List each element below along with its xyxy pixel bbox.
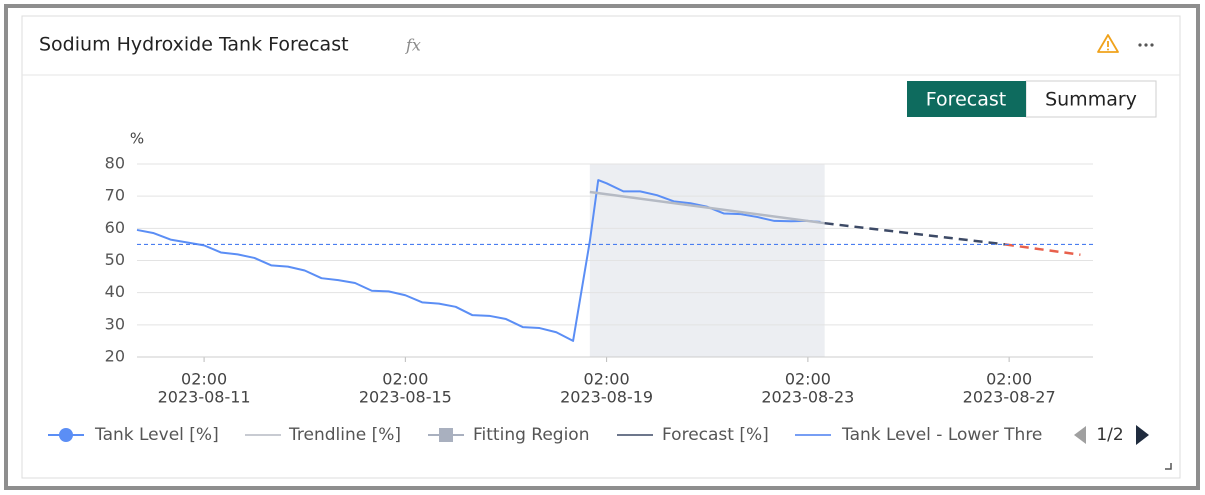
tab-forecast[interactable]: Forecast [926,89,1006,111]
y-axis-label: % [130,130,144,148]
legend-label: Tank Level - Lower Thre [841,425,1042,445]
y-tick-label: 60 [105,218,125,237]
y-tick-label: 80 [105,154,125,173]
y-tick-label: 40 [105,282,125,301]
series-line [824,221,1006,246]
x-tick-label: 02:00 [584,370,630,389]
more-menu[interactable] [1138,43,1154,47]
x-tick-label: 02:00 [382,370,428,389]
legend: Tank Level [%] Trendline [%] Fitting Regio… [48,425,1149,445]
legend-item[interactable]: Forecast [%] [617,425,769,445]
y-tick-label: 20 [105,347,125,366]
x-tick-label: 2023-08-27 [963,388,1056,407]
legend-label: Trendline [%] [288,425,401,445]
legend-label: Fitting Region [473,425,590,445]
view-tabs: Forecast Summary [907,80,1157,118]
legend-label: Forecast [%] [662,425,769,445]
resize-handle[interactable] [1165,463,1172,470]
legend-next[interactable] [1136,425,1149,445]
tab-forecast-bg[interactable] [907,81,1026,117]
x-tick-label: 2023-08-23 [761,388,854,407]
plot: 2030405060708002:002023-08-1102:002023-0… [105,154,1093,407]
y-tick-label: 70 [105,186,125,205]
x-tick-label: 2023-08-15 [359,388,452,407]
legend-prev[interactable] [1074,426,1086,444]
y-tick-label: 30 [105,314,125,333]
x-tick-label: 02:00 [986,370,1032,389]
legend-marker [439,428,453,442]
legend-item[interactable]: Tank Level - Lower Thre [795,425,1042,445]
dot [1144,43,1148,47]
legend-item[interactable]: Fitting Region [428,425,590,445]
legend-marker [59,428,73,442]
warning-dot [1107,48,1109,51]
legend-page: 1/2 [1096,425,1123,445]
x-tick-label: 02:00 [181,370,227,389]
x-tick-label: 2023-08-19 [560,388,653,407]
series-line [589,190,825,225]
warning-icon[interactable] [1097,34,1119,53]
panel-title: Sodium Hydroxide Tank Forecast [39,34,349,56]
x-tick-label: 2023-08-11 [158,388,251,407]
formula-icon[interactable]: fx [405,36,421,55]
legend-item[interactable]: Tank Level [%] [48,425,219,445]
tab-summary[interactable]: Summary [1045,89,1137,111]
legend-item[interactable]: Trendline [%] [245,425,401,445]
dot [1150,43,1154,47]
legend-label: Tank Level [%] [94,425,219,445]
warning-triangle [1097,34,1119,53]
y-tick-label: 50 [105,250,125,269]
series-line [1004,243,1081,256]
x-tick-label: 02:00 [785,370,831,389]
dot [1138,43,1142,47]
